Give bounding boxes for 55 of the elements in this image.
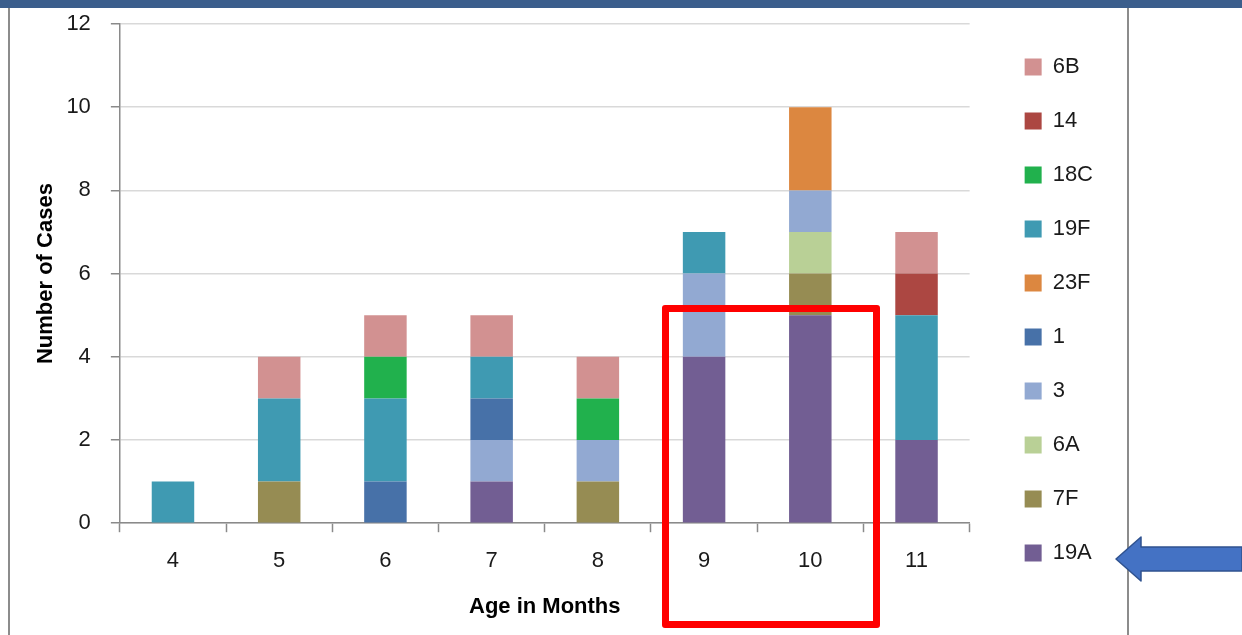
x-tick-label: 6 [379, 547, 392, 573]
bar [364, 315, 407, 357]
legend-label: 6A [1052, 431, 1080, 457]
y-tick-label: 12 [66, 10, 91, 36]
x-tick-label: 9 [697, 547, 711, 573]
x-tick-label: 4 [166, 547, 180, 573]
bar [470, 398, 513, 440]
bar [789, 315, 832, 523]
bar [470, 356, 513, 399]
x-tick-label: 8 [591, 547, 604, 573]
bar [576, 398, 620, 440]
bar [895, 273, 938, 316]
legend-label: 7F [1052, 485, 1079, 511]
y-tick-label: 4 [78, 342, 91, 368]
y-tick-label: 8 [78, 176, 91, 202]
bar [789, 190, 832, 232]
x-axis-title: Age in Months [468, 592, 621, 618]
legend-label: 23F [1052, 269, 1091, 295]
legend-label: 18C [1052, 161, 1094, 187]
legend-label: 6B [1052, 53, 1080, 79]
bar [151, 481, 195, 523]
bar [576, 356, 620, 399]
bar [895, 440, 938, 523]
bar [364, 356, 407, 399]
y-tick-label: 10 [66, 93, 91, 119]
legend-label: 1 [1052, 323, 1065, 349]
bar [895, 232, 938, 274]
x-tick-label: 11 [905, 547, 928, 573]
bar [470, 481, 513, 523]
bar [682, 232, 726, 274]
bar [576, 481, 620, 523]
legend-label: 19F [1052, 215, 1091, 241]
y-tick-label: 2 [78, 426, 91, 452]
x-tick-label: 10 [798, 547, 823, 573]
bar [470, 315, 513, 357]
bar [682, 273, 726, 357]
bar [895, 315, 938, 440]
legend-label: 14 [1052, 107, 1078, 133]
bar [364, 398, 407, 482]
x-tick-label: 5 [273, 547, 286, 573]
bar [576, 440, 620, 482]
y-tick-label: 6 [78, 259, 91, 285]
bar [257, 481, 301, 523]
bar [257, 356, 301, 399]
y-tick-label: 0 [78, 509, 91, 535]
bar [789, 107, 832, 191]
legend-label: 3 [1052, 377, 1065, 403]
bar [789, 232, 832, 274]
bar [682, 356, 726, 523]
bar [364, 481, 407, 523]
x-tick-label: 7 [485, 547, 498, 573]
bar [257, 398, 301, 482]
y-axis-title: Number of Cases [32, 183, 58, 365]
legend-label: 19A [1052, 539, 1093, 565]
bar [470, 440, 513, 482]
